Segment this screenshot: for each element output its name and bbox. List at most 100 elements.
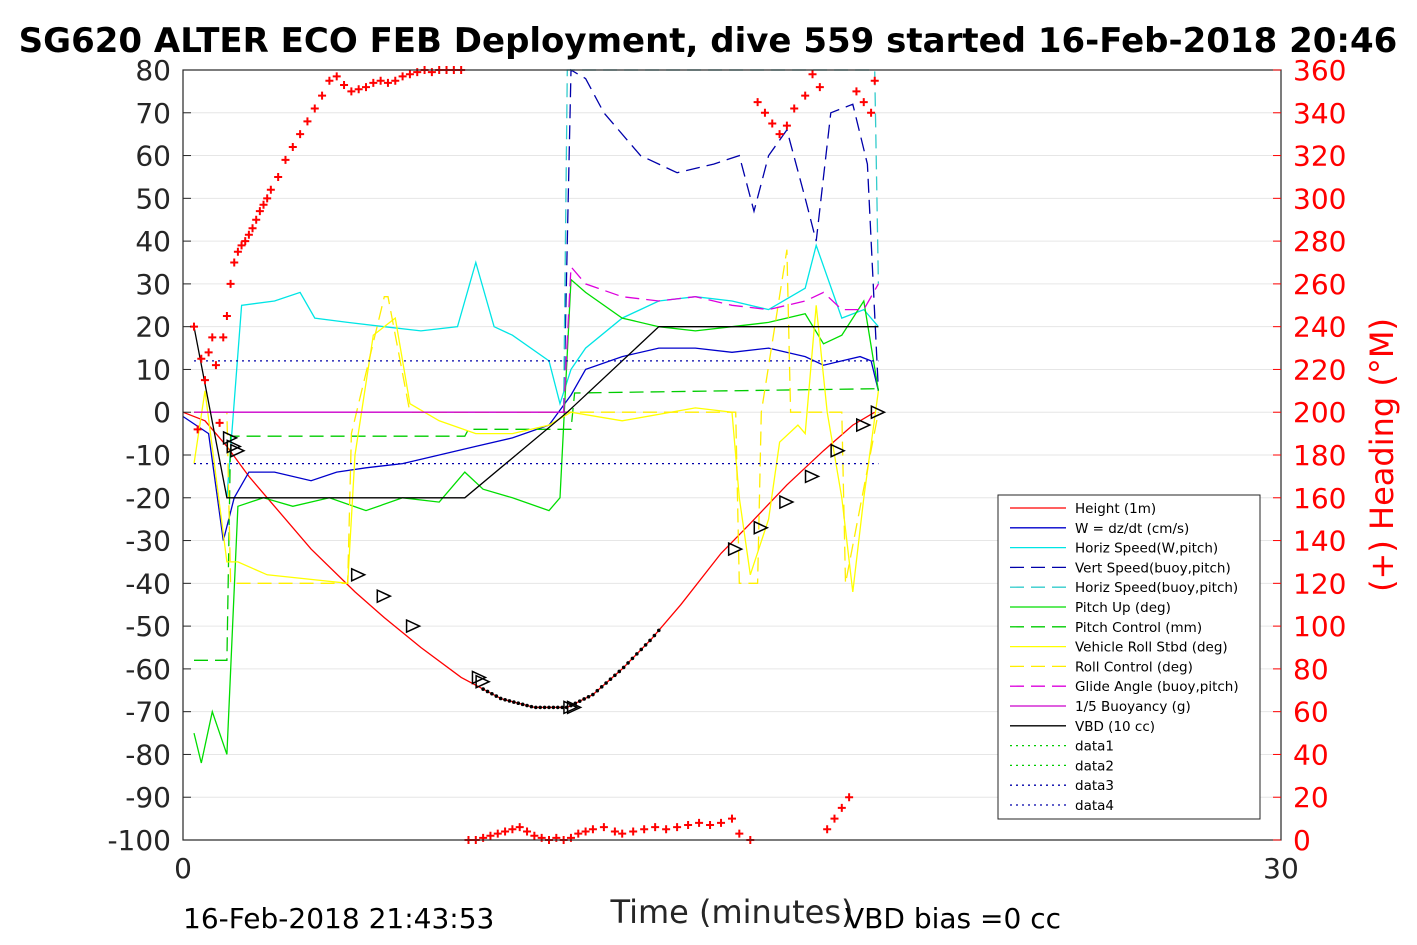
height-dot xyxy=(617,669,622,674)
triangle-marker xyxy=(856,417,872,433)
left-tick-label: 30 xyxy=(135,268,171,301)
triangle-marker xyxy=(753,520,770,535)
left-tick-label: -70 xyxy=(125,696,171,729)
triangle-marker xyxy=(230,443,246,458)
heading-point xyxy=(728,814,736,823)
heading-point xyxy=(303,117,312,126)
heading-point xyxy=(706,821,715,830)
heading-point xyxy=(599,823,608,832)
heading-point xyxy=(629,827,638,836)
left-tick-label: 70 xyxy=(135,97,171,130)
heading-point xyxy=(640,825,649,834)
height-dot xyxy=(481,687,485,691)
right-tick-label: 160 xyxy=(1293,482,1346,515)
heading-point xyxy=(735,829,744,838)
height-dot xyxy=(498,696,503,701)
heading-point xyxy=(263,194,272,203)
triangle-marker xyxy=(779,494,795,510)
height-dot xyxy=(635,652,639,656)
heading-point xyxy=(296,130,305,139)
heading-point xyxy=(354,85,363,94)
heading-point xyxy=(219,333,228,342)
height-dot xyxy=(516,701,521,706)
heading-point xyxy=(233,247,242,256)
right-tick-label: 180 xyxy=(1293,439,1346,472)
heading-point xyxy=(248,224,257,233)
legend: Height (1m) W = dz/dt (cm/s) Horiz Speed(W… xyxy=(997,494,1261,820)
heading-point xyxy=(830,814,839,823)
right-tick-label: 220 xyxy=(1293,353,1346,386)
right-tick-label: 100 xyxy=(1293,610,1346,643)
heading-point xyxy=(193,425,202,434)
left-tick-label: -100 xyxy=(107,824,171,857)
height-dot xyxy=(652,633,657,638)
legend-label: Horiz Speed(buoy,pitch) xyxy=(1075,580,1238,596)
triangle-marker xyxy=(870,405,887,420)
heading-point xyxy=(775,130,784,139)
heading-point xyxy=(362,83,370,92)
right-tick-label: 20 xyxy=(1293,781,1329,814)
x-axis: 0 30 xyxy=(174,832,1299,885)
heading-point xyxy=(837,803,846,812)
height-dot xyxy=(485,689,490,694)
heading-point xyxy=(189,322,198,331)
legend-label: Glide Angle (buoy,pitch) xyxy=(1075,679,1239,695)
height-dot xyxy=(494,694,499,698)
triangle-marker xyxy=(830,443,846,458)
triangle-marker xyxy=(566,700,583,715)
right-tick-label: 120 xyxy=(1293,567,1346,600)
heading-point xyxy=(618,829,627,838)
heading-point xyxy=(211,361,220,370)
left-tick-label: 0 xyxy=(153,396,171,429)
heading-point xyxy=(845,793,854,802)
heading-point xyxy=(252,215,261,224)
legend-label: Vehicle Roll Stbd (deg) xyxy=(1075,640,1228,656)
heading-point xyxy=(523,827,532,836)
left-tick-label: -60 xyxy=(125,653,171,686)
height-dot xyxy=(512,700,516,704)
heading-point xyxy=(486,831,495,840)
series-line-8 xyxy=(194,249,880,584)
right-tick-label: 260 xyxy=(1293,268,1346,301)
right-tick-label: 140 xyxy=(1293,525,1346,558)
heading-point xyxy=(753,98,762,107)
triangle-marker xyxy=(350,567,367,582)
height-dot xyxy=(551,705,556,710)
heading-point xyxy=(790,104,799,113)
heading-point xyxy=(325,76,334,85)
right-tick-label: 40 xyxy=(1293,738,1329,771)
heading-point xyxy=(760,108,769,117)
heading-point xyxy=(376,76,385,85)
heading-point xyxy=(508,825,517,834)
right-y-axis-label: (+) Heading (°M) xyxy=(1363,318,1401,592)
heading-point xyxy=(318,91,327,100)
legend-label: data2 xyxy=(1075,758,1114,774)
series-line-11 xyxy=(193,326,879,499)
series-line-5 xyxy=(193,278,880,764)
right-tick-label: 320 xyxy=(1293,140,1346,173)
left-tick-label: -30 xyxy=(125,525,171,558)
height-dot xyxy=(525,703,529,708)
height-dot xyxy=(538,705,543,710)
triangle-marker xyxy=(471,670,488,685)
height-dot xyxy=(560,705,564,710)
left-tick-label: -90 xyxy=(125,781,171,814)
triangle-markers xyxy=(222,405,887,715)
heading-point xyxy=(244,230,253,239)
heading-point xyxy=(501,827,510,836)
left-tick-label: -10 xyxy=(125,439,171,472)
right-tick-label: 200 xyxy=(1293,396,1346,429)
heading-point xyxy=(695,818,704,827)
legend-label: Horiz Speed(W,pitch) xyxy=(1075,541,1218,557)
left-tick-label: -40 xyxy=(125,567,171,600)
x-tick-label: 0 xyxy=(174,852,192,885)
heading-point xyxy=(230,258,239,267)
heading-point xyxy=(226,279,235,288)
heading-point xyxy=(340,80,349,89)
height-dot xyxy=(503,697,507,702)
height-dot xyxy=(529,704,534,709)
heading-point xyxy=(398,72,407,81)
height-dot xyxy=(613,673,617,678)
left-tick-label: -50 xyxy=(125,610,171,643)
